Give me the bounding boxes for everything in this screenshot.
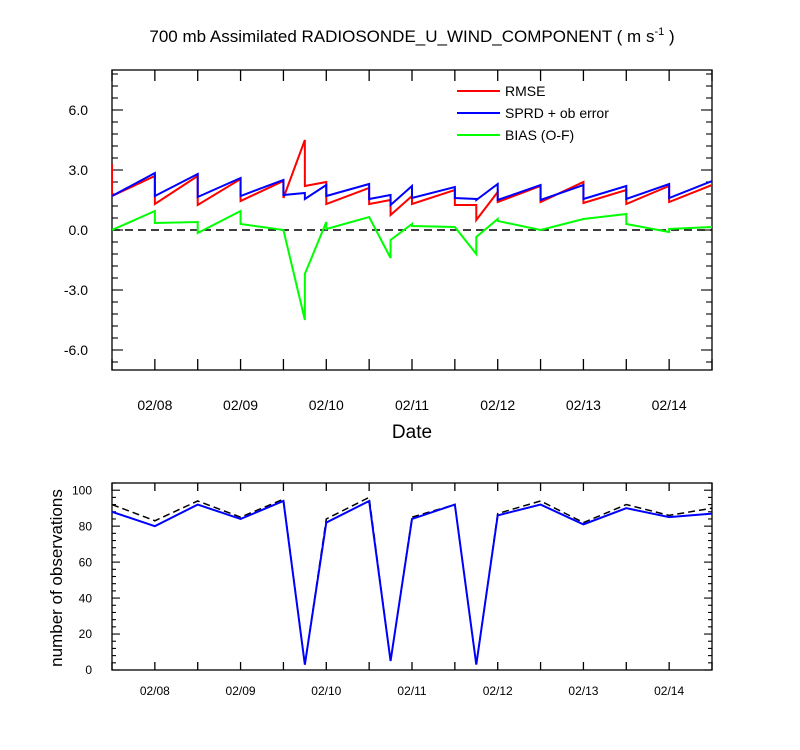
x-tick-label: 02/10: [309, 397, 344, 413]
chart-title-end: ): [664, 27, 674, 46]
y-tick-label: 80: [79, 519, 93, 533]
y-tick-label: 20: [79, 627, 93, 641]
x-tick-label: 02/09: [223, 397, 258, 413]
x-tick-label: 02/11: [395, 397, 429, 413]
series-line-rmse: [112, 139, 712, 223]
x-ticks: 02/08 02/09 02/10 02/11 02/12 02/13 02/14: [111, 483, 713, 698]
top-plot-panel: 02/08 02/09 02/10 02/11 02/12 02/13 02/14-6.0-…: [64, 69, 713, 413]
y-ticks: 0 20 40 60 80 100: [72, 482, 712, 677]
y-tick-label: -6.0: [64, 342, 88, 358]
chart-title-main: 700 mb Assimilated RADIOSONDE_U_WIND_COM…: [149, 27, 654, 46]
x-tick-label: 02/12: [480, 397, 515, 413]
x-tick-label: 02/13: [566, 397, 601, 413]
chart-title: 700 mb Assimilated RADIOSONDE_U_WIND_COM…: [149, 26, 674, 46]
x-tick-label: 02/14: [652, 397, 687, 413]
chart-title-superscript: -1: [654, 26, 664, 38]
legend-label: RMSE: [505, 83, 545, 99]
series-line-sprd-ob-error: [112, 171, 712, 208]
x-tick-label: 02/12: [483, 684, 513, 698]
y-axis-label-observations: number of observations: [47, 489, 66, 667]
y-tick-label: 60: [79, 555, 93, 569]
plot-frame: [111, 482, 713, 671]
x-tick-label: 02/11: [397, 684, 426, 698]
x-tick-label: 02/10: [311, 684, 341, 698]
legend-label: SPRD + ob error: [505, 105, 609, 121]
bottom-plot-panel: 02/08 02/09 02/10 02/11 02/12 02/13 02/14 0 20 40…: [72, 482, 713, 698]
y-tick-label: 0.0: [69, 222, 89, 238]
x-tick-label: 02/09: [226, 684, 256, 698]
x-tick-label: 02/08: [140, 684, 170, 698]
series-group: [112, 496, 712, 665]
x-axis-label: Date: [392, 422, 432, 443]
y-tick-label: -3.0: [64, 282, 88, 298]
x-tick-label: 02/08: [137, 397, 172, 413]
x-tick-label: 02/13: [568, 684, 598, 698]
plot-frame: [111, 69, 713, 371]
x-tick-label: 02/14: [654, 684, 684, 698]
series-group: [112, 139, 712, 321]
legend-label: BIAS (O-F): [505, 127, 574, 143]
y-tick-label: 0: [85, 663, 92, 677]
series-line-bias-o-f: [112, 209, 712, 321]
legend: RMSE SPRD + ob error BIAS (O-F): [457, 83, 609, 143]
y-tick-label: 100: [72, 483, 92, 497]
y-tick-label: 40: [79, 591, 93, 605]
x-ticks: 02/08 02/09 02/10 02/11 02/12 02/13 02/14: [111, 70, 713, 413]
y-tick-label: 3.0: [69, 162, 89, 178]
y-ticks: -6.0 -3.0 0.0 3.0 6.0: [64, 73, 712, 363]
series-line-solid-1: [112, 499, 712, 665]
y-tick-label: 6.0: [69, 102, 89, 118]
